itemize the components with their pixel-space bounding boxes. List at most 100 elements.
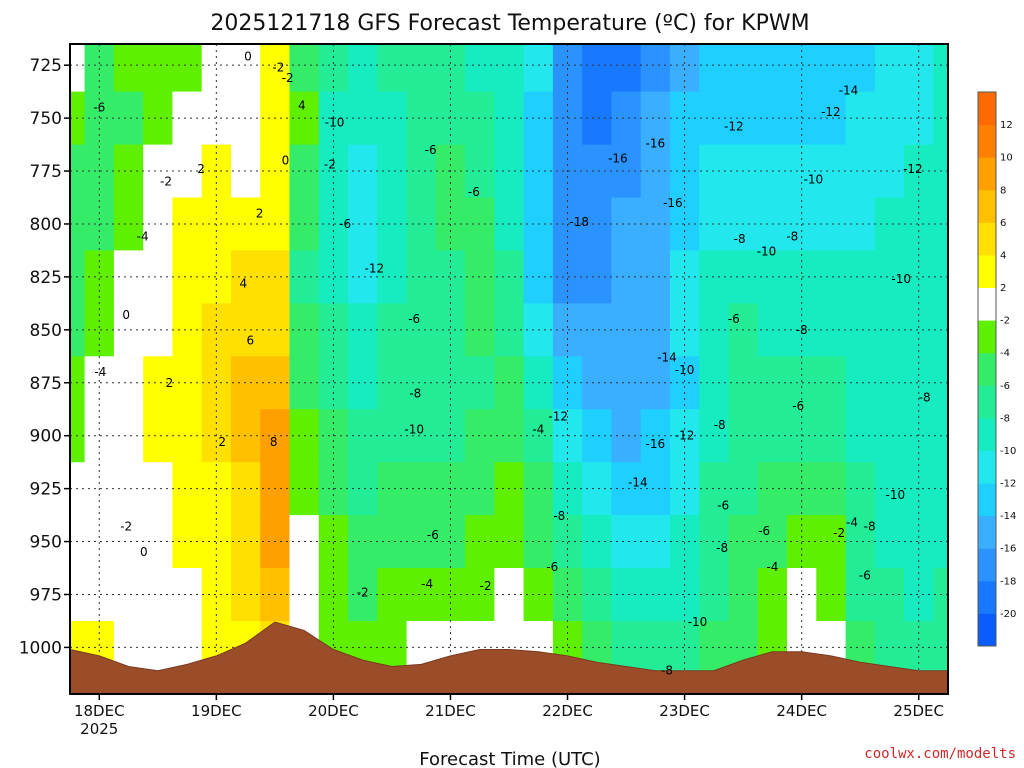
colorbar-swatch [978, 483, 996, 517]
terrain-surface [69, 621, 949, 695]
colorbar-tick-label: -4 [1000, 348, 1010, 359]
contour-label: -10 [404, 422, 424, 436]
contour-label: -6 [546, 560, 558, 574]
heatmap-cell [143, 303, 174, 357]
colorbar-swatch [978, 613, 996, 647]
contour-label: 8 [270, 435, 278, 449]
heatmap-cell [874, 44, 905, 93]
heatmap-cell [377, 568, 408, 622]
x-tick-label: 23DEC [659, 702, 710, 720]
contour-label: -8 [734, 232, 746, 246]
y-tick-label: 950 [30, 533, 62, 553]
contour-label: -4 [766, 560, 778, 574]
colorbar-tick-label: -16 [1000, 544, 1016, 555]
contour-label: -16 [645, 437, 665, 451]
heatmap-cell [933, 44, 948, 93]
heatmap-cells [70, 44, 948, 694]
contour-label: -8 [716, 541, 728, 555]
heatmap-cell [143, 409, 174, 463]
heatmap-cell [348, 44, 378, 93]
heatmap-cell [231, 44, 261, 93]
colorbar-tick-label: 8 [1000, 185, 1006, 196]
colorbar-swatch [978, 287, 996, 321]
y-axis-ticks: 725 750 775 800 825 850 875 900 925 950 975 1000 [19, 56, 70, 658]
plot-frame [69, 43, 949, 695]
colorbar-swatch [978, 515, 996, 549]
colorbar-tick-label: -6 [1000, 381, 1010, 392]
colorbar-tick-label: 12 [1000, 120, 1013, 131]
colorbar-swatch [978, 548, 996, 582]
heatmap-cell [143, 568, 174, 622]
heatmap-cell [874, 197, 905, 251]
contour-label: -2 [324, 158, 336, 172]
colorbar-swatch [978, 189, 996, 223]
colorbar-tick-label: -2 [1000, 316, 1010, 327]
heatmap-cell [874, 303, 905, 357]
heatmap-cell [172, 44, 203, 93]
heatmap-cell [143, 144, 174, 199]
heatmap-cell [611, 356, 642, 410]
colorbar-frame [977, 91, 997, 647]
heatmap-cell [611, 409, 642, 463]
contour-label: -6 [728, 312, 740, 326]
contour-label: -12 [821, 105, 841, 119]
y-tick-label: 850 [30, 321, 62, 341]
x-axis-label: Forecast Time (UTC) [419, 749, 600, 768]
heatmap-cell [640, 515, 671, 569]
contour-label: -8 [714, 418, 726, 432]
x-tick-label: 21DEC [425, 702, 476, 720]
y-tick-label: 750 [30, 109, 62, 129]
heatmap-cell [260, 44, 291, 93]
y-tick-label: 1000 [19, 638, 62, 658]
heatmap-cell [143, 91, 174, 146]
x-tick-label: 18DEC [74, 702, 125, 720]
heatmap-cell [113, 44, 144, 93]
colorbar-tick-label: -18 [1000, 576, 1016, 587]
contour-label: -4 [421, 577, 433, 591]
colorbar-tick-label: -8 [1000, 413, 1010, 424]
contour-label: -8 [786, 230, 798, 244]
colorbar-tick-label: -10 [1000, 446, 1016, 457]
heatmap-cell [611, 303, 642, 357]
contour-label: -10 [757, 245, 777, 259]
credit-link[interactable]: coolwx.com/modelts [864, 746, 1016, 762]
grid-lines [70, 44, 948, 694]
heatmap-cell [611, 91, 642, 146]
heatmap-cell [377, 409, 408, 463]
heatmap-cell [377, 44, 408, 93]
heatmap-cell [406, 462, 437, 516]
contour-label: -6 [427, 528, 439, 542]
contour-label: -4 [94, 365, 106, 379]
chart-title: 2025121718 GFS Forecast Temperature (ºC)… [210, 11, 809, 36]
contour-label: -10 [675, 363, 695, 377]
heatmap-cell [640, 409, 671, 463]
y-tick-label: 800 [30, 215, 62, 235]
contour-label: -12 [675, 429, 695, 443]
heatmap-cell [699, 44, 730, 93]
contour-label: -10 [804, 173, 824, 187]
heatmap-cell [494, 44, 525, 93]
contour-label: -8 [553, 509, 565, 523]
colorbar-tick-label: 2 [1000, 283, 1006, 294]
heatmap-cell [874, 568, 905, 622]
contour-label: -6 [408, 312, 420, 326]
heatmap-cell [377, 356, 408, 410]
contour-label: -10 [325, 115, 345, 129]
contour-label: -2 [120, 520, 132, 534]
heatmap-cell [640, 250, 671, 304]
contour-label: -14 [628, 475, 648, 489]
colorbar-swatch [978, 254, 996, 288]
contour-label: -4 [137, 230, 149, 244]
heatmap-cell [377, 250, 408, 304]
heatmap-cell [406, 197, 437, 251]
heatmap-cell [640, 568, 671, 622]
contour-label: -10 [885, 488, 905, 502]
contour-label: 4 [239, 276, 247, 290]
contour-label: -6 [339, 217, 351, 231]
heatmap-cell [406, 44, 437, 93]
contour-label: -18 [569, 215, 589, 229]
contour-label: -4 [846, 516, 858, 530]
contour-label: -16 [663, 196, 683, 210]
contour-label: -12 [548, 410, 568, 424]
contour-label: 2 [197, 162, 205, 176]
